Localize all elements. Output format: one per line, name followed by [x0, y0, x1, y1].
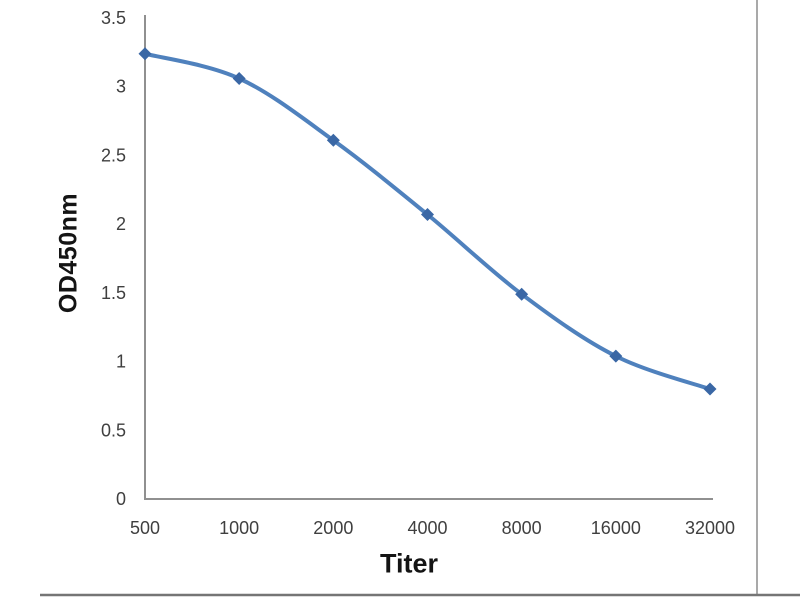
data-point-marker [138, 47, 152, 61]
data-point-marker [232, 71, 246, 85]
x-tick-label: 500 [130, 518, 160, 538]
data-point-marker [421, 208, 434, 222]
x-tick-label: 1000 [219, 518, 259, 538]
od450-series-line [143, 51, 712, 392]
data-point-marker [515, 287, 529, 301]
data-point-marker [703, 382, 717, 396]
x-axis-title: Titer [379, 548, 439, 579]
x-tick-label: 16000 [591, 518, 641, 538]
data-point-marker [609, 349, 623, 363]
x-tick-label: 2000 [313, 518, 353, 538]
x-tick-label: 4000 [407, 518, 447, 538]
x-tick-label: 32000 [685, 518, 735, 538]
y-tick-label: 0.5 [101, 420, 126, 440]
y-tick-label: 3 [116, 77, 126, 97]
y-tick-label: 1.5 [101, 283, 126, 303]
y-axis-title: OD450nm [54, 192, 83, 314]
x-tick-label: 8000 [502, 518, 542, 538]
y-tick-label: 0 [116, 489, 126, 509]
y-tick-label: 3.5 [101, 8, 126, 28]
y-tick-label: 1 [116, 352, 126, 372]
y-tick-label: 2.5 [101, 145, 126, 165]
y-tick-label: 2 [116, 214, 126, 234]
data-point-marker [326, 133, 340, 147]
